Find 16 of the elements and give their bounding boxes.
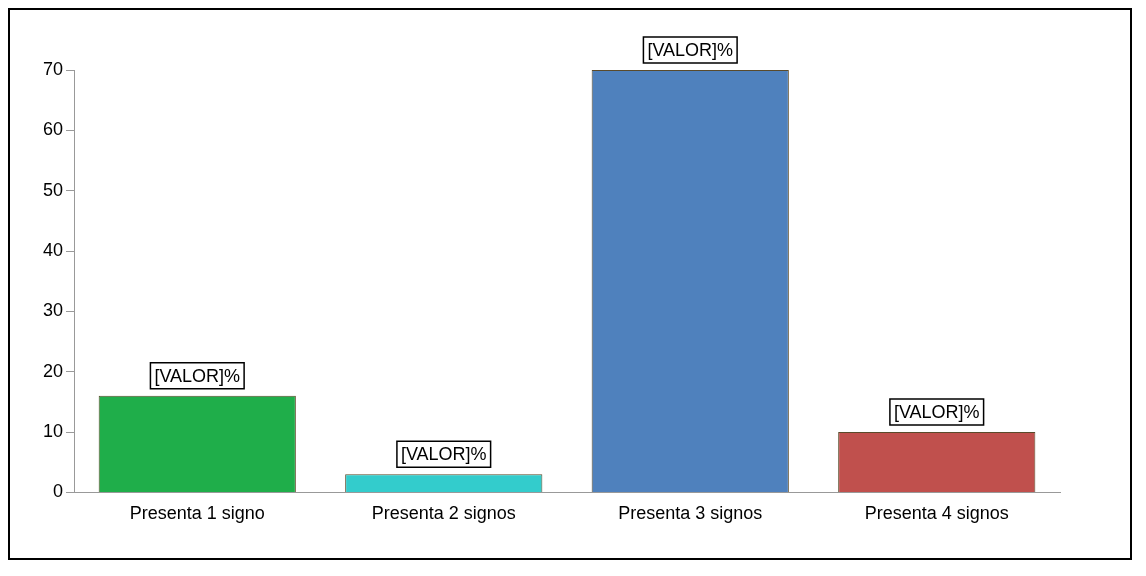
y-tick-label: 50 [42,179,64,200]
data-label: [VALOR]% [400,444,487,465]
data-label: [VALOR]% [154,365,241,386]
x-tick-label: Presenta 3 signos [618,503,763,524]
y-tick-label: 70 [42,58,64,79]
y-tick-label: 60 [42,119,64,140]
x-tick-label: Presenta 4 signos [864,503,1009,524]
x-tick-label: Presenta 1 signo [129,503,265,524]
data-label: [VALOR]% [647,39,734,60]
y-tick-label: 40 [42,240,64,260]
y-tick-label: 10 [42,421,64,442]
x-tick-label: Presenta 2 signos [371,503,516,524]
data-label: [VALOR]% [893,402,980,423]
y-tick-label: 0 [53,481,64,502]
y-tick-label: 20 [42,360,64,381]
y-tick-label: 30 [42,300,64,321]
